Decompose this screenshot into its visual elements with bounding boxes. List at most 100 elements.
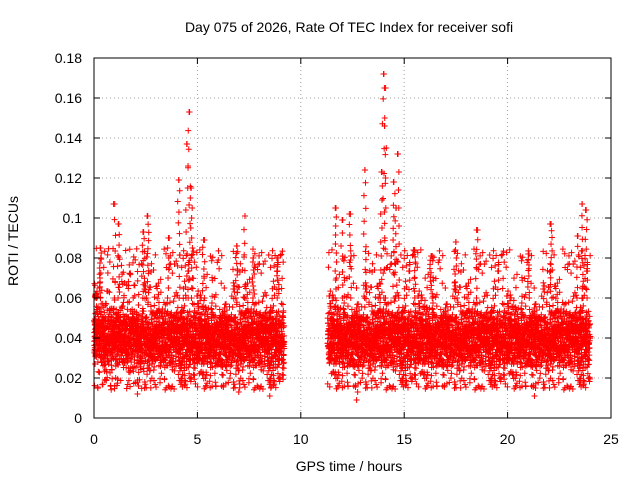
data-point [372,294,379,301]
data-point [106,289,113,296]
data-point [240,294,247,301]
data-point [361,304,368,311]
data-point [437,265,444,272]
data-point [120,269,127,276]
data-point [118,262,125,269]
data-point [267,264,274,271]
data-point [259,298,266,305]
data-point [189,300,196,307]
data-point [130,253,137,260]
data-point [278,285,285,292]
data-point [116,256,123,263]
data-point [422,275,429,282]
data-point [359,370,366,377]
data-point [219,371,226,378]
data-point [151,294,158,301]
data-point [279,356,286,363]
data-point [127,271,134,278]
data-point [98,308,105,315]
data-point [180,247,187,254]
data-point [135,291,142,298]
data-point [436,247,443,254]
data-point [269,247,276,254]
data-point [127,383,134,390]
data-point [178,264,185,271]
data-point [366,289,373,296]
data-point [278,300,285,307]
data-point [115,361,122,368]
data-point [372,302,379,309]
data-point [114,380,121,387]
data-point [181,302,188,309]
data-point [402,278,409,285]
data-point [429,306,436,313]
data-point [218,280,225,287]
data-point [170,298,177,305]
data-point [96,369,103,376]
data-point [104,374,111,381]
data-point [133,245,140,252]
data-point [208,257,215,264]
data-point [229,304,236,311]
data-point [417,246,424,253]
data-point [440,371,447,378]
data-point [401,247,408,254]
data-point [221,285,228,292]
data-point [116,288,123,295]
data-point [363,282,370,289]
data-point [100,264,107,271]
data-point [325,310,332,317]
data-point [401,255,408,262]
data-point [340,306,347,313]
data-point [379,370,386,377]
data-point [215,247,222,254]
data-point [107,369,114,376]
data-point [347,247,354,254]
data-point [108,386,115,393]
data-point [439,280,446,287]
data-point [106,259,113,266]
data-point [355,367,362,374]
data-point [218,252,225,259]
data-point [91,382,98,389]
data-point [328,246,335,253]
data-point [444,301,451,308]
data-point [92,282,99,289]
data-point [352,372,359,379]
data-point [94,385,101,392]
data-point [325,264,332,271]
data-point [442,285,449,292]
data-point [193,264,200,271]
data-point [98,359,105,366]
data-point [103,300,110,307]
data-point [246,363,253,370]
data-point [325,249,332,256]
data-point [265,252,272,259]
data-point [134,268,141,275]
data-point [208,299,215,306]
data-point [140,308,147,315]
data-point [99,381,106,388]
data-point [231,282,238,289]
data-point [117,314,124,321]
data-point [203,284,210,291]
data-point [345,382,352,389]
data-point [353,285,360,292]
data-point [101,309,108,316]
data-point [208,306,215,313]
data-point [212,382,219,389]
data-point [404,252,411,259]
data-point [373,251,380,258]
data-point [382,375,389,382]
data-point [368,384,375,391]
data-point [250,375,257,382]
data-point [378,363,385,370]
data-point [369,260,376,267]
data-point [122,247,129,254]
data-point [270,302,277,309]
data-point [368,284,375,291]
data-point [441,372,448,379]
data-point [109,314,116,321]
data-point [439,252,446,259]
data-point [108,313,115,320]
